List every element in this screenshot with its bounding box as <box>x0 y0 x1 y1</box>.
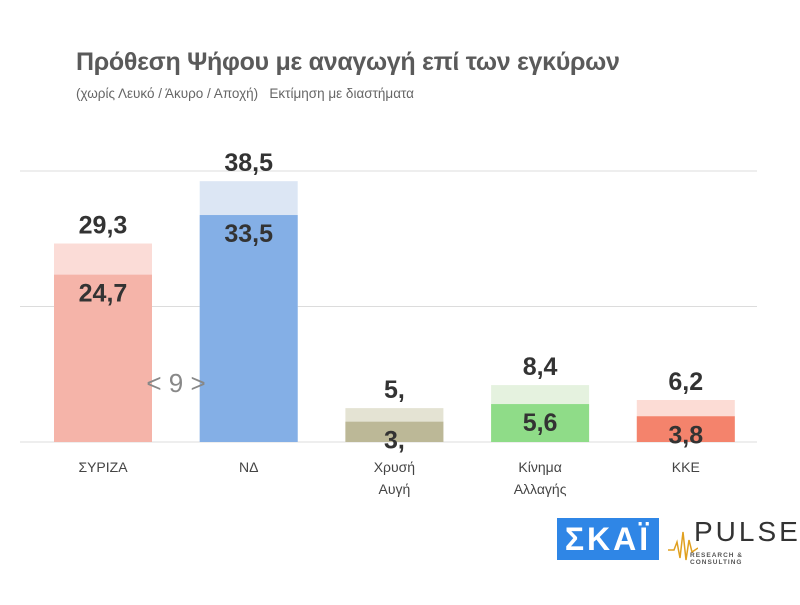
data-label-low: 33,5 <box>224 220 273 248</box>
category-label: Κίνημα <box>518 459 561 475</box>
data-label-high: 29,3 <box>79 211 128 239</box>
chart-subtitle: (χωρίς Λευκό / Άκυρο / Αποχή) Εκτίμηση μ… <box>76 86 414 101</box>
data-label-high: 8,4 <box>523 353 558 381</box>
chart-title: Πρόθεση Ψήφου με αναγωγή επί των εγκύρων <box>76 48 620 76</box>
category-label: ΚΚΕ <box>672 459 700 475</box>
bar-low <box>54 274 152 442</box>
data-label-high: 5, <box>384 376 405 404</box>
pulse-logo: PULSE RESEARCH & CONSULTING <box>668 516 798 566</box>
category-label: ΣΥΡΙΖΑ <box>78 459 128 475</box>
data-label-high: 38,5 <box>224 149 273 177</box>
bar-low <box>199 215 298 442</box>
category-label: Αυγή <box>379 481 411 497</box>
bar-low <box>345 421 444 442</box>
category-label: ΝΔ <box>239 459 258 475</box>
bar-low <box>636 416 735 442</box>
gap-annotation: < 9 > <box>146 368 205 398</box>
category-label: Χρυσή <box>374 459 415 475</box>
data-label-low: 3,8 <box>668 421 703 449</box>
pulse-logo-subtext: RESEARCH & CONSULTING <box>690 552 743 566</box>
category-label: Αλλαγής <box>514 481 567 497</box>
data-label-low: 3, <box>384 427 405 455</box>
data-label-low: 24,7 <box>79 280 128 308</box>
bar-low <box>491 404 590 442</box>
data-label-high: 6,2 <box>668 368 703 396</box>
skai-logo: ΣΚΑΪ <box>557 518 659 560</box>
data-label-low: 5,6 <box>523 409 558 437</box>
pulse-wave-icon <box>668 531 698 561</box>
skai-logo-text: ΣΚΑΪ <box>564 520 652 557</box>
pulse-logo-text: PULSE <box>694 516 800 547</box>
